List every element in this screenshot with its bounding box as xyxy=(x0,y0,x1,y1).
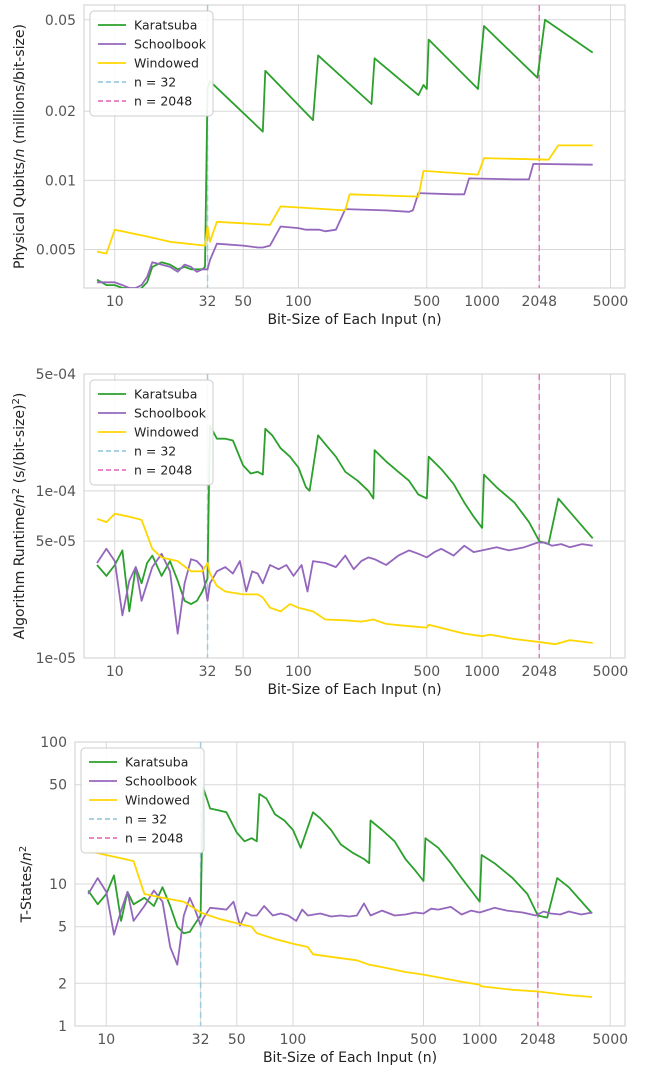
x-tick-label: 500 xyxy=(410,1032,437,1048)
y-tick-label: 0.02 xyxy=(45,104,76,120)
legend-label: Karatsuba xyxy=(125,755,188,770)
x-tick-label: 5000 xyxy=(593,294,629,310)
x-axis-label: Bit-Size of Each Input (n) xyxy=(263,1050,437,1066)
y-tick-label: 1 xyxy=(58,1019,67,1035)
x-tick-label: 32 xyxy=(199,664,217,680)
plot-frame xyxy=(83,4,626,289)
y-axis-label: Algorithm Runtime/n2 (s/(bit-size)2) xyxy=(11,393,29,640)
y-axis-label-part: Algorithm Runtime/ xyxy=(12,503,28,639)
plot-frame xyxy=(74,741,626,1027)
x-tick-label: 1000 xyxy=(464,664,500,680)
x-tick-label: 10 xyxy=(97,1032,115,1048)
legend-label: n = 2048 xyxy=(134,94,192,109)
series-line-karatsuba xyxy=(96,18,594,288)
y-tick-label: 5 xyxy=(58,920,67,936)
legend-box xyxy=(80,747,205,854)
x-tick-label: 50 xyxy=(234,294,252,310)
y-axis-label-part: 2 xyxy=(11,488,22,494)
y-tick-label: 2 xyxy=(58,976,67,992)
legend-label: n = 32 xyxy=(125,812,167,827)
y-tick-label: 100 xyxy=(40,735,67,751)
y-axis-label-part: n xyxy=(12,494,28,503)
y-tick-label: 0.005 xyxy=(36,243,76,259)
x-tick-label: 5000 xyxy=(593,664,629,680)
y-axis-label: T-States/n2 xyxy=(18,846,36,924)
legend-label: Schoolbook xyxy=(134,37,207,52)
x-tick-label: 1000 xyxy=(462,1032,498,1048)
x-tick-label: 10 xyxy=(106,664,124,680)
legend: Karatsuba Schoolbook Windowed n = 32 n = 204… xyxy=(80,747,205,854)
x-tick-label: 32 xyxy=(199,294,217,310)
series-line-karatsuba xyxy=(96,424,594,613)
y-axis-label-part: n xyxy=(19,852,35,861)
series-line-schoolbook xyxy=(97,163,593,288)
legend-label: n = 32 xyxy=(134,75,176,90)
x-axis-label: Bit-Size of Each Input (n) xyxy=(267,682,441,698)
y-tick-label: 1e-05 xyxy=(36,651,76,667)
legend-box xyxy=(89,379,214,486)
y-tick-label: 0.05 xyxy=(45,13,76,29)
legend-label: Windowed xyxy=(125,793,190,808)
y-axis-label-part: 2 xyxy=(18,846,29,852)
series-line-karatsuba xyxy=(87,786,593,935)
chart-3: 10 32 50 100 500 1000 2048 5000 1 2 5 10 50 100 Bit-Si… xyxy=(18,735,629,1066)
x-tick-label: 500 xyxy=(413,294,440,310)
y-tick-label: 50 xyxy=(49,778,67,794)
plot-area xyxy=(96,374,594,658)
chart-1: 10 32 50 100 500 1000 2048 5000 0.005 0.01 0.02 0.0… xyxy=(12,4,629,328)
x-tick-label: 2048 xyxy=(520,1032,556,1048)
legend-label: Schoolbook xyxy=(125,774,198,789)
y-tick-label: 10 xyxy=(49,877,67,893)
series-line-windowed xyxy=(96,144,593,255)
legend-label: Karatsuba xyxy=(134,387,197,402)
plot-area xyxy=(87,742,593,1026)
series-line-windowed xyxy=(96,512,593,646)
y-axis-label-part: (millions/bit-size) xyxy=(12,24,28,148)
x-tick-label: 100 xyxy=(285,294,312,310)
series-line-schoolbook xyxy=(96,541,593,635)
x-tick-label: 2048 xyxy=(521,664,557,680)
y-tick-label: 5e-05 xyxy=(36,534,76,550)
legend-label: Windowed xyxy=(134,425,199,440)
y-axis-label-part: Physical Qubits/ xyxy=(12,157,28,269)
x-tick-label: 1000 xyxy=(464,294,500,310)
x-tick-label: 500 xyxy=(413,664,440,680)
legend: Karatsuba Schoolbook Windowed n = 32 n = 204… xyxy=(89,379,214,486)
x-tick-label: 50 xyxy=(228,1032,246,1048)
y-tick-label: 0.01 xyxy=(45,173,76,189)
series-line-windowed xyxy=(88,850,593,998)
series-line-schoolbook xyxy=(87,877,593,966)
x-tick-label: 100 xyxy=(280,1032,307,1048)
y-tick-label: 1e-04 xyxy=(36,484,76,500)
y-axis-label-part: n xyxy=(12,149,28,158)
y-axis-label-part: ) xyxy=(12,393,28,398)
legend: Karatsuba Schoolbook Windowed n = 32 n = 204… xyxy=(89,10,214,117)
legend-label: n = 2048 xyxy=(125,831,183,846)
legend-label: Schoolbook xyxy=(134,406,207,421)
chart-2: 10 32 50 100 500 1000 2048 5000 1e-05 5e-05 1e-04 5… xyxy=(11,367,629,698)
x-tick-label: 5000 xyxy=(592,1032,628,1048)
x-tick-label: 2048 xyxy=(521,294,557,310)
legend-label: Windowed xyxy=(134,56,199,71)
x-tick-label: 32 xyxy=(192,1032,210,1048)
x-tick-label: 50 xyxy=(234,664,252,680)
y-axis-label-part: T-States/ xyxy=(19,861,35,924)
legend-label: n = 2048 xyxy=(134,463,192,478)
y-axis-label-part: 2 xyxy=(11,398,22,404)
x-axis-label: Bit-Size of Each Input (n) xyxy=(267,312,441,328)
x-tick-label: 10 xyxy=(106,294,124,310)
legend-label: n = 32 xyxy=(134,444,176,459)
x-tick-label: 100 xyxy=(285,664,312,680)
plot-frame xyxy=(83,373,626,659)
legend-box xyxy=(89,10,214,117)
legend-label: Karatsuba xyxy=(134,18,197,33)
y-axis-label-part: (s/(bit-size) xyxy=(12,405,28,488)
y-axis-label: Physical Qubits/n (millions/bit-size) xyxy=(12,24,28,269)
y-tick-label: 5e-04 xyxy=(36,367,76,383)
plot-area xyxy=(96,5,594,288)
